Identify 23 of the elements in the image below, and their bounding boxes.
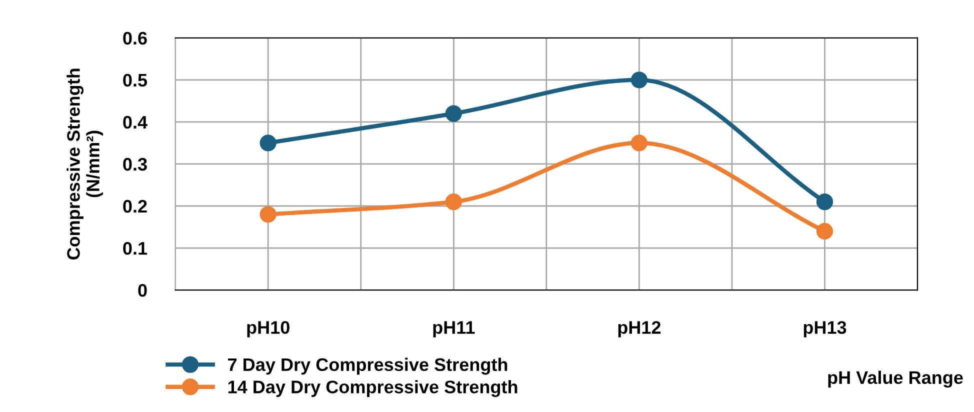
- point: [445, 105, 462, 122]
- point: [445, 193, 462, 210]
- y-tick-label: 0.4: [123, 116, 148, 129]
- y-tick-label: 0.6: [123, 32, 147, 45]
- x-tick-label: pH12: [618, 321, 661, 338]
- x-tick-label: pH13: [804, 321, 846, 338]
- y-axis-title: Compressive Strength (N/mm²): [66, 68, 103, 260]
- point: [630, 72, 648, 88]
- y-tick-label: 0.3: [123, 158, 147, 171]
- x-tick-label: pH11: [433, 321, 475, 338]
- x-tick-label: pH10: [247, 321, 290, 338]
- point: [816, 222, 834, 240]
- point: [816, 193, 834, 210]
- point: [260, 206, 276, 223]
- legend-label: 14 Day Dry Compressive Strength: [228, 380, 518, 398]
- legend-label: 7 Day Dry Compressive Strength: [228, 358, 508, 375]
- point: [260, 134, 276, 152]
- y-tick-label: 0.2: [123, 200, 147, 213]
- point: [630, 134, 648, 152]
- x-axis-title: pH Value Range: [828, 370, 963, 388]
- y-tick-label: 0.1: [123, 242, 148, 255]
- y-tick-label: 0.5: [123, 74, 148, 87]
- y-tick-label: 0: [138, 284, 147, 297]
